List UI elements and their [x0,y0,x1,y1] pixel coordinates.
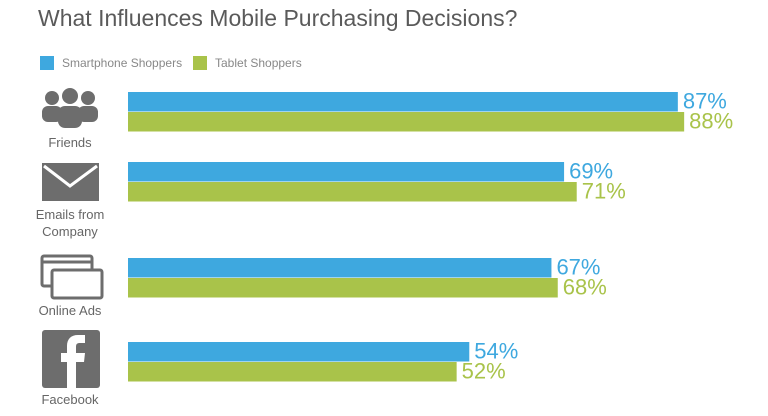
bar [128,162,565,182]
bar [128,278,558,298]
value-label: 52% [462,359,506,384]
legend-label: Tablet Shoppers [215,56,302,70]
value-label: 54% [474,339,518,364]
chart-title: What Influences Mobile Purchasing Decisi… [38,5,517,31]
category-label: Online Ads [38,303,102,318]
bar [128,182,577,202]
icon-email [42,163,99,201]
bar [128,362,457,382]
bar [128,342,470,362]
category-label: Facebook [41,392,99,407]
value-label: 87% [683,89,727,114]
value-label: 68% [563,275,607,300]
bar [128,258,552,278]
category-label: Friends [48,135,92,150]
bar [128,112,685,132]
category-label: Emails from Company [35,207,105,239]
value-label: 67% [556,255,600,280]
value-label: 71% [582,179,626,204]
legend-label: Smartphone Shoppers [62,56,182,70]
value-label: 69% [569,159,613,184]
icon-friends [42,88,98,128]
value-label: 88% [689,109,733,134]
icon-ads [40,254,104,300]
bar [128,92,678,112]
legend-swatch [193,56,207,70]
legend-swatch [40,56,54,70]
icon-facebook [42,330,100,388]
